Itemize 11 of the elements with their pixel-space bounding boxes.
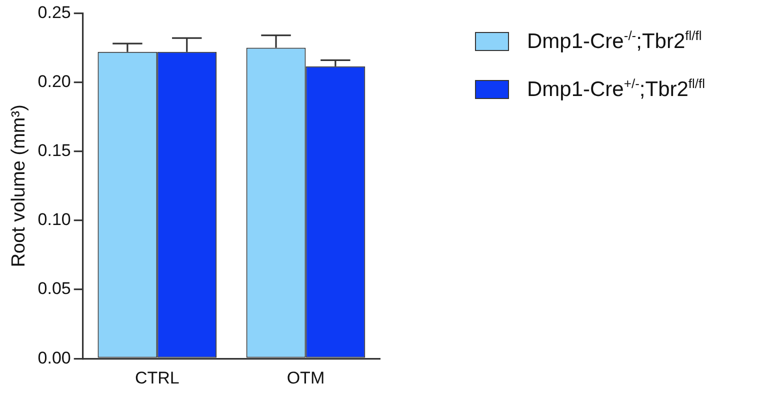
text: Dmp1-Cre$^{-/-}$;Tbr2$^{fl/fl}$ [527,28,702,54]
y-tick-label: 0.20 [38,72,71,91]
y-tick-label: 0.25 [38,2,71,22]
y-tick-label: 0.10 [38,210,71,230]
y-tick-label: 0.15 [38,141,71,160]
x-tick-label: CTRL [134,368,180,388]
x-tick-label: OTM [286,368,325,388]
y-tick-label: 0.00 [38,348,71,368]
y-axis-title: Root volume (mm³) [8,104,30,268]
legend-label: Dmp1-Cre$^{+/-}$;Tbr2$^{fl/fl}$ [527,76,706,102]
y-tick-label: 0.05 [38,279,71,298]
